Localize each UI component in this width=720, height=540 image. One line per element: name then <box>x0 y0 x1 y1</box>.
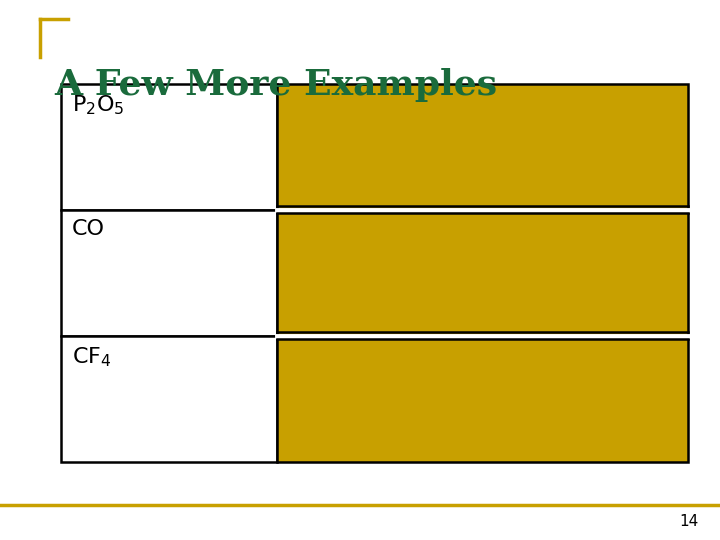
Bar <box>61 210 277 336</box>
Bar <box>277 210 688 336</box>
Bar <box>277 336 688 462</box>
Text: A Few More Examples: A Few More Examples <box>54 68 497 102</box>
Text: CF$_4$: CF$_4$ <box>72 346 112 369</box>
Bar <box>277 84 688 210</box>
Bar <box>61 336 277 462</box>
Text: 14: 14 <box>679 514 698 529</box>
Text: CO: CO <box>72 219 105 239</box>
Bar <box>61 84 277 210</box>
Text: P$_2$O$_5$: P$_2$O$_5$ <box>72 93 125 117</box>
